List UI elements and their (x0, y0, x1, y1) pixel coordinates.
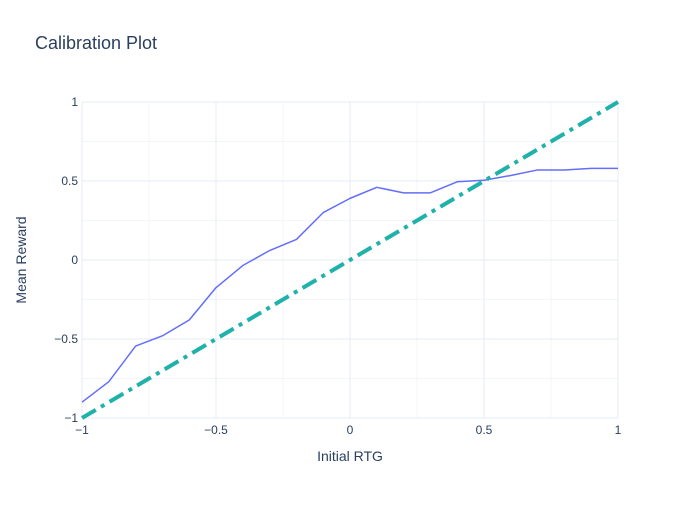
series-layer (80, 100, 620, 420)
x-tick-label: 0 (347, 423, 354, 437)
calibration-line (81, 167, 618, 403)
x-tick-label: 1 (615, 423, 622, 437)
y-axis-title: Mean Reward (13, 216, 29, 303)
grid-layer (81, 101, 619, 419)
y-tick-label: −1 (64, 411, 78, 425)
y-tick-label: 0 (71, 253, 78, 267)
y-tick-label: −0.5 (54, 332, 78, 346)
x-tick-label: −1 (75, 423, 89, 437)
y-tick-label: 0.5 (61, 174, 78, 188)
x-tick-label: −0.5 (204, 423, 228, 437)
x-axis-title: Initial RTG (317, 448, 383, 464)
x-tick-label: 0.5 (476, 423, 493, 437)
tick-layer: −1 −0.5 0 0.5 1 −1 −0.5 0 0.5 1 (54, 95, 621, 437)
reference-line (80, 100, 620, 420)
y-tick-label: 1 (71, 95, 78, 109)
chart-title: Calibration Plot (35, 33, 158, 53)
